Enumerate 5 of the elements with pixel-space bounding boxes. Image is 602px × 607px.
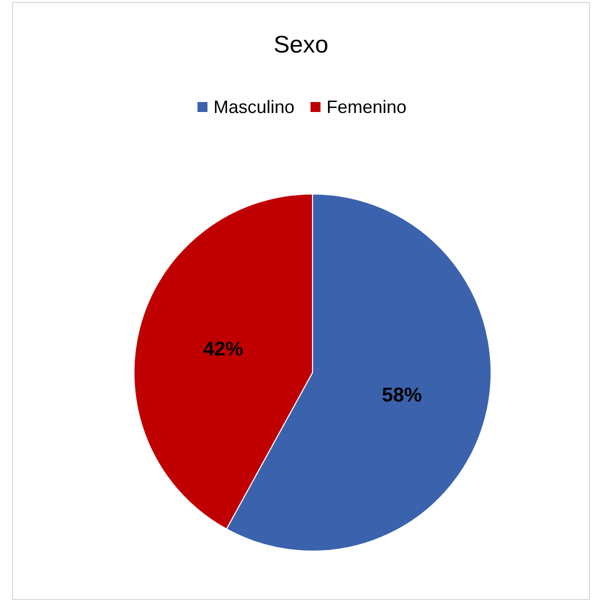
legend-label: Masculino xyxy=(213,97,295,117)
chart-title: Sexo xyxy=(274,32,328,58)
data-label: 58% xyxy=(382,384,422,406)
legend-label: Femenino xyxy=(326,97,407,117)
data-label: 42% xyxy=(203,338,244,361)
